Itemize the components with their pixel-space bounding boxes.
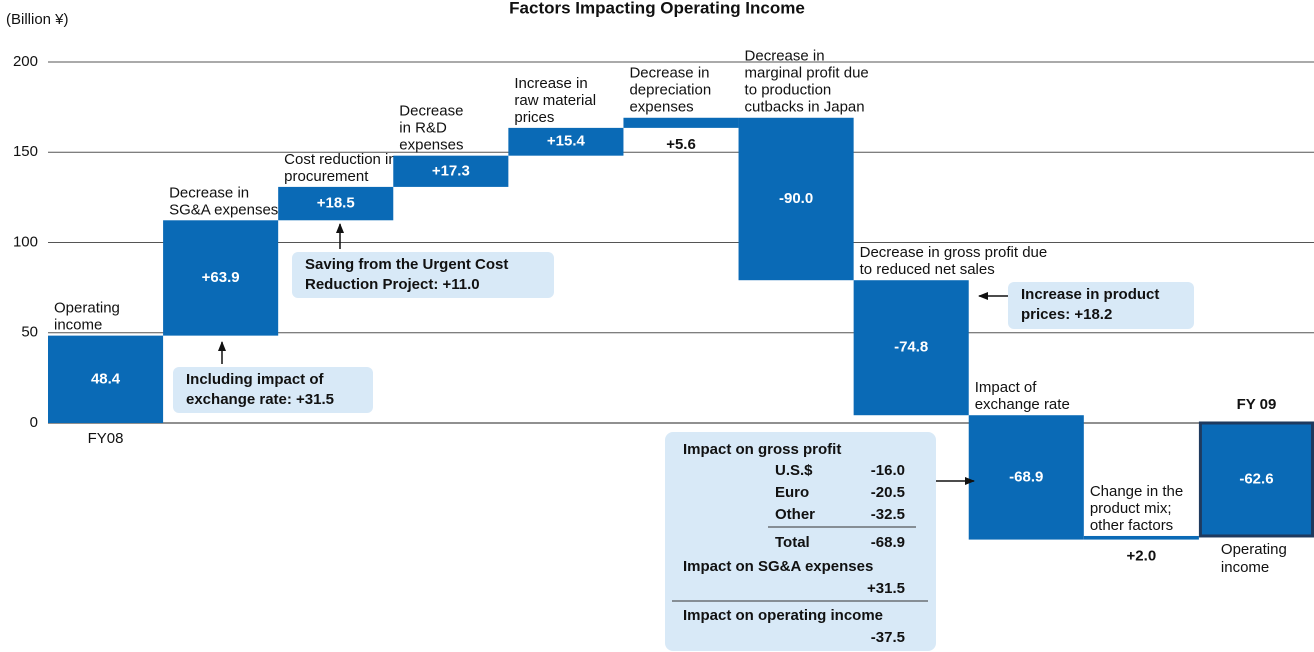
value-label: +18.5 (317, 195, 355, 212)
category-label: other factors (1090, 517, 1173, 534)
callout-text: Reduction Project: +11.0 (305, 276, 480, 293)
category-label: income (1221, 559, 1269, 576)
impact-title: Impact on gross profit (683, 441, 841, 458)
category-label: Cost reduction in (284, 151, 397, 168)
category-label: raw material (514, 92, 596, 109)
category-label: expenses (629, 99, 693, 116)
category-label: prices (514, 109, 554, 126)
impact-box (665, 432, 936, 651)
category-label: Decrease in gross profit due (860, 244, 1048, 261)
bar (163, 220, 279, 336)
callout-box (1008, 282, 1194, 329)
category-label: Increase in (514, 75, 587, 92)
impact-row-value: -16.0 (871, 462, 905, 479)
category-label: Change in the (1090, 483, 1183, 500)
callout-text: Increase in product (1021, 286, 1159, 303)
impact-row-label: Euro (775, 484, 809, 501)
bar (278, 186, 394, 221)
bar (623, 117, 739, 128)
impact-total-value: -68.9 (871, 534, 905, 551)
bar (48, 335, 164, 423)
bar (968, 415, 1084, 540)
impact-total-label: Total (775, 534, 810, 551)
chart-title: Factors Impacting Operating Income (509, 0, 805, 17)
value-label: +2.0 (1127, 548, 1157, 565)
value-label: +63.9 (202, 269, 240, 286)
category-label: product mix; (1090, 500, 1172, 517)
y-tick-label: 150 (13, 143, 38, 160)
callout-text: Saving from the Urgent Cost (305, 256, 508, 273)
y-tick-label: 100 (13, 233, 38, 250)
y-tick-label: 0 (30, 414, 38, 431)
category-label: Impact of (975, 379, 1038, 396)
value-label: +17.3 (432, 162, 470, 179)
callout-text: exchange rate: +31.5 (186, 391, 334, 408)
bar (393, 155, 509, 187)
bar (1083, 535, 1199, 540)
category-label: Operating (54, 300, 120, 317)
category-label: Operating (1221, 541, 1287, 558)
value-label: -74.8 (894, 339, 928, 356)
bar (738, 117, 854, 281)
category-label: cutbacks in Japan (745, 99, 865, 116)
callout-text: Including impact of (186, 371, 325, 388)
category-label: Decrease (399, 103, 463, 120)
impact-row-value: -20.5 (871, 484, 905, 501)
callout-text: prices: +18.2 (1021, 306, 1112, 323)
category-label: SG&A expenses (169, 201, 278, 218)
category-label: procurement (284, 168, 369, 185)
impact-row-value: -32.5 (871, 506, 905, 523)
y-tick-label: 50 (21, 324, 38, 341)
category-label: Decrease in (629, 65, 709, 82)
value-label: 48.4 (91, 370, 121, 387)
impact-sga-title: Impact on SG&A expenses (683, 558, 873, 575)
impact-op-title: Impact on operating income (683, 607, 883, 624)
y-unit: (Billion ¥) (6, 11, 69, 28)
period-label: FY 09 (1237, 396, 1277, 413)
category-label: expenses (399, 137, 463, 154)
bar (853, 280, 969, 416)
callout-box (173, 367, 373, 413)
bar (508, 127, 624, 156)
impact-row-label: Other (775, 506, 815, 523)
callout-box (292, 252, 554, 298)
category-label: exchange rate (975, 396, 1070, 413)
value-label: -90.0 (779, 190, 813, 207)
impact-op-value: -37.5 (871, 629, 905, 646)
value-label: -62.6 (1239, 470, 1273, 487)
category-label: Decrease in (169, 184, 249, 201)
value-label: -68.9 (1009, 468, 1043, 485)
category-label: in R&D (399, 120, 447, 137)
category-label: to production (745, 82, 832, 99)
impact-sga-value: +31.5 (867, 580, 905, 597)
category-label: Decrease in (745, 48, 825, 65)
category-label: to reduced net sales (860, 261, 995, 278)
category-label: income (54, 317, 102, 334)
bar (1198, 421, 1314, 538)
category-label: marginal profit due (745, 65, 869, 82)
category-label: depreciation (629, 82, 711, 99)
impact-row-label: U.S.$ (775, 462, 813, 479)
y-tick-label: 200 (13, 53, 38, 70)
value-label: +15.4 (547, 133, 586, 150)
value-label: +5.6 (666, 136, 696, 153)
period-label: FY08 (88, 430, 124, 447)
